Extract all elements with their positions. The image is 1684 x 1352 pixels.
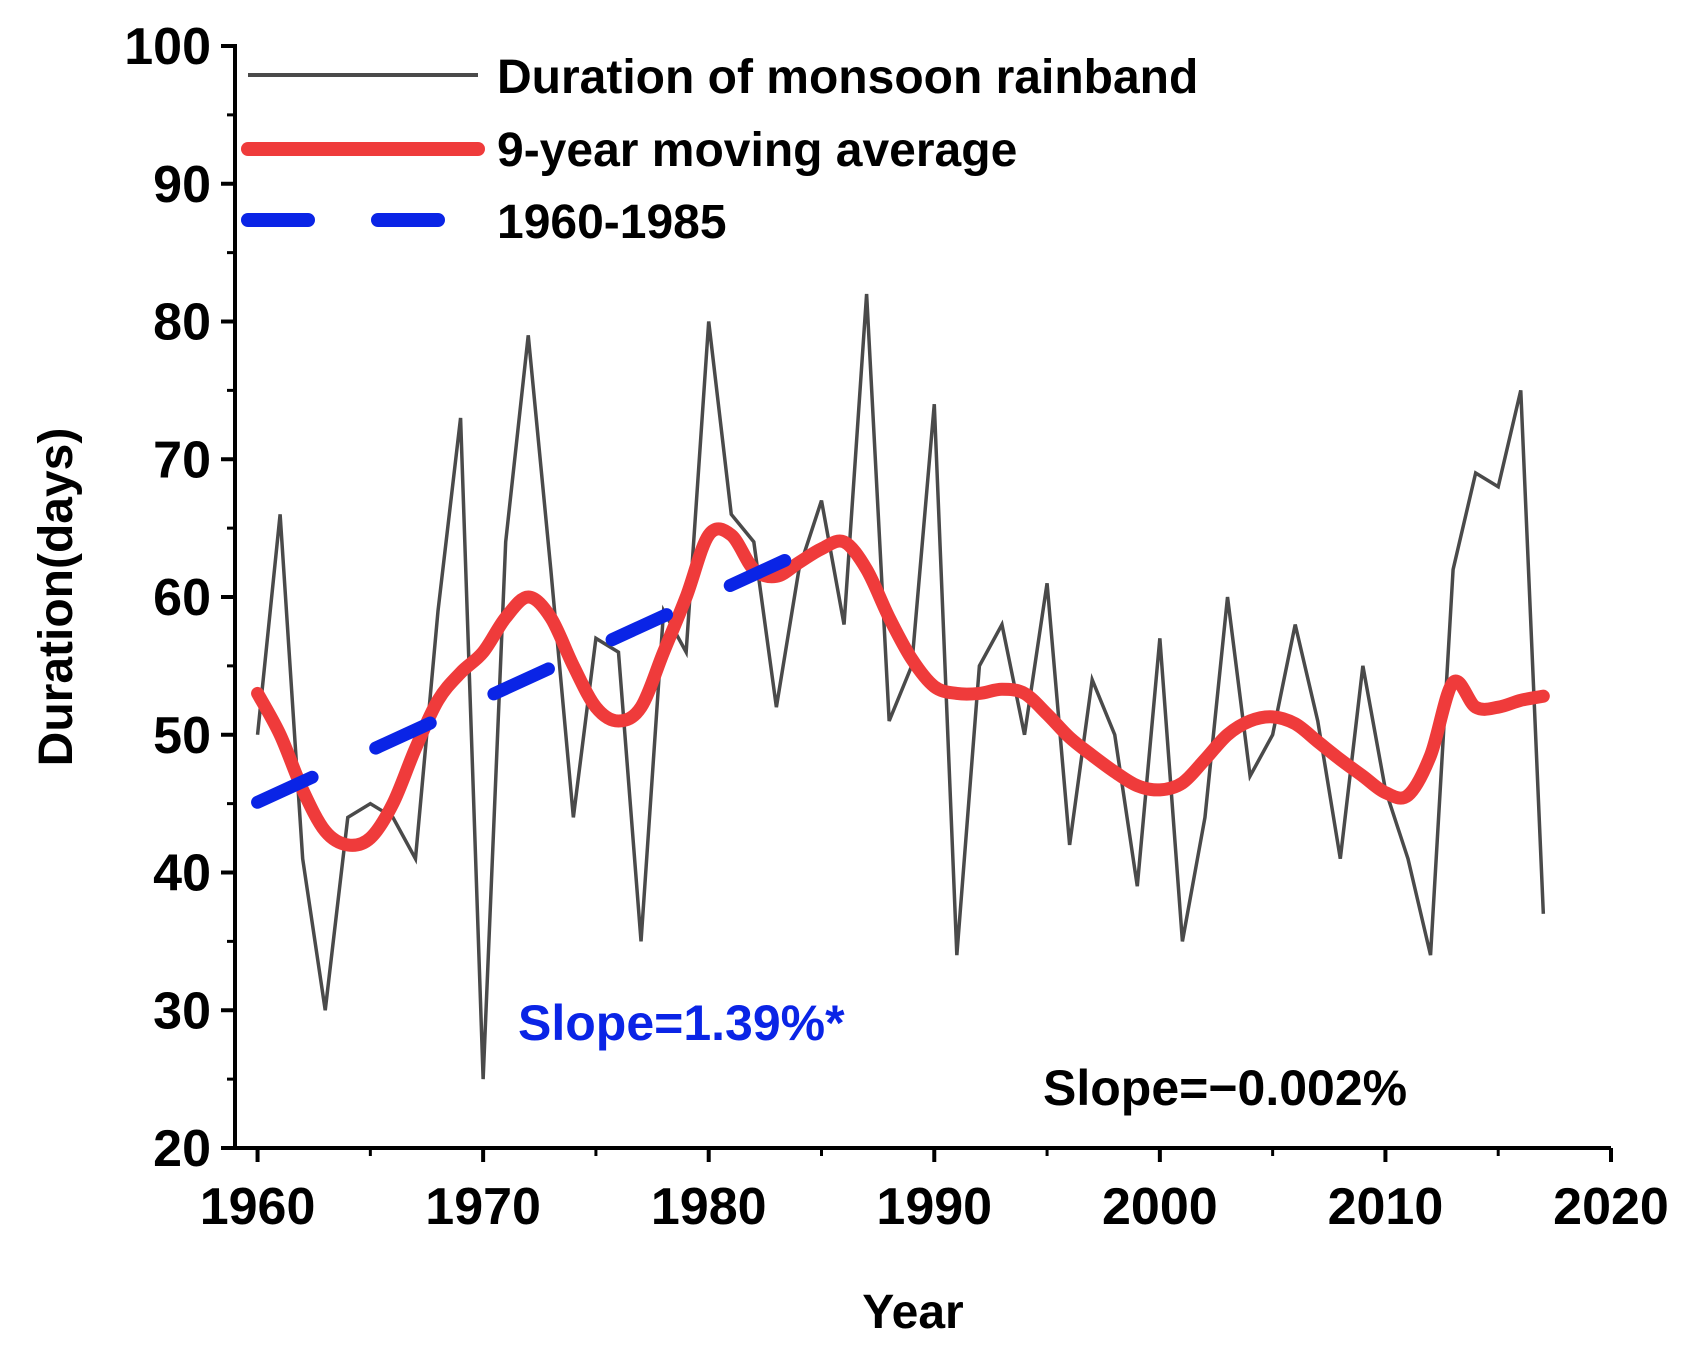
x-tick-label: 1970 xyxy=(425,1178,541,1236)
y-tick-label: 50 xyxy=(153,707,211,765)
series-moving-average-line xyxy=(251,522,1550,852)
y-tick-label: 90 xyxy=(153,156,211,214)
plot-series xyxy=(251,293,1550,1080)
legend-label-duration: Duration of monsoon rainband xyxy=(497,51,1198,104)
x-tick-label: 2010 xyxy=(1328,1178,1444,1236)
axes: 20 30 40 50 60 70 80 90 100 1960 1970 1980 1990 2000… xyxy=(124,18,1669,1236)
x-tick-label: 1980 xyxy=(651,1178,767,1236)
x-tick-label: 2020 xyxy=(1553,1178,1669,1236)
x-ticks: 1960 1970 1980 1990 2000 2010 2020 xyxy=(200,1148,1669,1236)
series-duration-line xyxy=(255,293,1546,1080)
x-axis-title: Year xyxy=(862,1286,963,1339)
x-tick-label: 2000 xyxy=(1102,1178,1218,1236)
y-tick-label: 20 xyxy=(153,1120,211,1178)
x-tick-label: 1990 xyxy=(876,1178,992,1236)
legend-label-moving-average: 9-year moving average xyxy=(497,124,1017,177)
legend: Duration of monsoon rainband 9-year movi… xyxy=(241,51,1198,249)
y-axis-title: Duration(days) xyxy=(30,428,83,767)
y-tick-label: 30 xyxy=(153,982,211,1040)
series-trend-line xyxy=(251,542,817,809)
y-tick-label: 80 xyxy=(153,294,211,352)
y-tick-label: 100 xyxy=(124,18,211,76)
x-tick-label: 1960 xyxy=(200,1178,316,1236)
y-tick-label: 70 xyxy=(153,431,211,489)
y-ticks: 20 30 40 50 60 70 80 90 100 xyxy=(124,18,235,1178)
annotation-trend-slope: Slope=1.39%* xyxy=(518,995,845,1051)
y-tick-label: 40 xyxy=(153,845,211,903)
annotation-overall-slope: Slope=−0.002% xyxy=(1043,1060,1407,1116)
legend-label-trend: 1960-1985 xyxy=(497,196,727,249)
y-tick-label: 60 xyxy=(153,569,211,627)
